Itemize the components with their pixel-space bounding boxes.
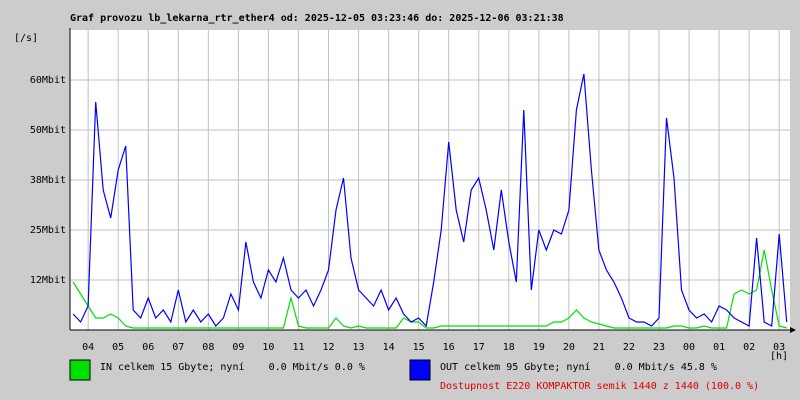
- x-tick-label: 21: [593, 342, 605, 353]
- x-tick-label: 17: [473, 342, 485, 353]
- legend-label: IN celkem 15 Gbyte; nyní 0.0 Mbit/s 0.0 …: [100, 361, 365, 373]
- x-tick-label: 19: [533, 342, 545, 353]
- x-tick-label: 06: [142, 342, 154, 353]
- y-tick-label: 50Mbit: [30, 125, 66, 136]
- x-tick-label: 08: [202, 342, 214, 353]
- x-tick-label: 11: [292, 342, 304, 353]
- chart-title: Graf provozu lb_lekarna_rtr_ether4 od: 2…: [70, 13, 564, 24]
- x-axis-arrow: [790, 327, 796, 333]
- legend-swatch: [69, 359, 91, 381]
- y-tick-label: 25Mbit: [30, 225, 66, 236]
- x-tick-label: 09: [232, 342, 244, 353]
- x-tick-label: 15: [413, 342, 425, 353]
- legend-swatch: [409, 359, 431, 381]
- y-tick-label: 12Mbit: [30, 275, 66, 286]
- x-tick-label: 05: [112, 342, 124, 353]
- x-tick-label: 10: [262, 342, 274, 353]
- x-tick-label: 02: [743, 342, 755, 353]
- x-tick-label: 22: [623, 342, 635, 353]
- series-line: [72, 73, 788, 328]
- availability-note: Dostupnost E220 KOMPAKTOR semik 1440 z 1…: [440, 381, 759, 392]
- x-tick-label: 13: [353, 342, 365, 353]
- x-tick-label: 18: [503, 342, 515, 353]
- x-tick-label: 03: [773, 342, 785, 353]
- series-line: [72, 249, 787, 329]
- x-tick-label: 12: [322, 342, 334, 353]
- x-tick-label: 14: [383, 342, 395, 353]
- x-tick-label: 04: [82, 342, 94, 353]
- y-tick-label: 38Mbit: [30, 175, 66, 186]
- y-unit: [/s]: [14, 33, 38, 44]
- x-tick-label: 23: [653, 342, 665, 353]
- x-tick-label: 16: [443, 342, 455, 353]
- x-tick-label: 07: [172, 342, 184, 353]
- x-tick-label: 00: [683, 342, 695, 353]
- x-unit: [h]: [770, 351, 788, 362]
- x-tick-label: 20: [563, 342, 575, 353]
- x-tick-label: 01: [713, 342, 725, 353]
- legend-label: OUT celkem 95 Gbyte; nyní 0.0 Mbit/s 45.…: [440, 361, 717, 373]
- y-tick-label: 60Mbit: [30, 75, 66, 86]
